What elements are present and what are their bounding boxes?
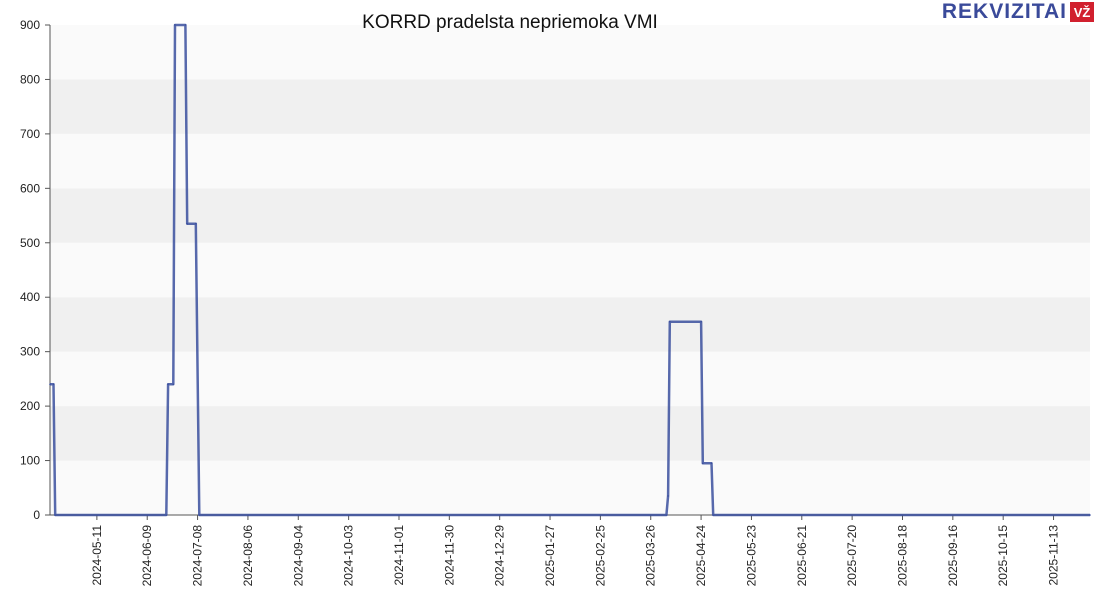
x-tick-label: 2024-10-03 [342, 525, 356, 587]
data-point [702, 462, 704, 465]
data-point [665, 514, 668, 516]
data-point [186, 222, 188, 225]
y-tick-label: 200 [20, 399, 40, 413]
x-tick-label: 2025-09-16 [946, 525, 960, 587]
x-tick-label: 2025-04-24 [694, 525, 708, 587]
y-tick-label: 800 [20, 72, 40, 86]
data-point [54, 514, 57, 516]
plot-background-bands [50, 25, 1090, 515]
chart-title: KORRD pradelsta nepriemoka VMI [362, 12, 658, 33]
grid-band [50, 406, 1090, 461]
data-point [195, 222, 197, 225]
grid-band [50, 351, 1090, 407]
grid-band [50, 79, 1090, 134]
x-tick-label: 2024-11-01 [392, 525, 406, 586]
x-axis: 2024-05-11 2024-06-09 2024-07-08 2024-08-06… [50, 514, 1090, 587]
y-tick-label: 0 [33, 508, 40, 522]
grid-band [50, 25, 1090, 80]
x-tick-label: 2024-07-08 [191, 525, 205, 587]
data-point [165, 514, 168, 516]
x-tick-label: 2024-08-06 [241, 525, 255, 587]
data-point [1089, 514, 1091, 516]
x-tick-label: 2025-11-13 [1047, 525, 1061, 586]
x-tick-label: 2025-02-25 [593, 525, 607, 587]
y-tick-label: 900 [20, 18, 40, 32]
data-point [700, 320, 702, 323]
data-point [174, 24, 176, 26]
x-tick-label: 2025-07-20 [845, 525, 859, 587]
x-tick-label: 2025-01-27 [543, 525, 557, 587]
y-tick-label: 600 [20, 181, 40, 195]
grid-band [50, 188, 1090, 243]
x-tick-label: 2025-06-21 [795, 525, 809, 587]
series-layer [49, 23, 1091, 517]
y-tick-label: 100 [20, 454, 40, 468]
y-tick-label: 300 [20, 345, 40, 359]
data-point [710, 462, 713, 465]
grid-band [50, 133, 1090, 189]
y-tick-label: 400 [20, 290, 40, 304]
x-tick-label: 2025-08-18 [895, 525, 909, 587]
logo-text: REKVIZITAI [941, 0, 1067, 23]
data-point [172, 383, 175, 386]
data-point [667, 495, 669, 497]
x-tick-label: 2024-05-11 [90, 525, 104, 586]
y-tick-label: 700 [20, 127, 40, 141]
x-tick-label: 2025-05-23 [744, 525, 758, 587]
data-point [167, 383, 169, 386]
grid-band [50, 297, 1090, 352]
data-point [669, 320, 671, 323]
data-point [49, 383, 51, 386]
grid-band [50, 242, 1090, 298]
x-tick-label: 2024-12-29 [493, 525, 507, 587]
y-axis: 0 100 200 300 400 500 600 700 800 900 [20, 18, 51, 522]
data-point [52, 383, 55, 386]
data-point [184, 24, 187, 26]
y-tick-label: 500 [20, 236, 40, 250]
x-tick-label: 2024-09-04 [291, 525, 305, 587]
brand-logo: REKVIZITAI VŽ [942, 1, 1094, 23]
x-tick-label: 2024-11-30 [442, 525, 456, 586]
x-tick-label: 2025-10-15 [996, 525, 1010, 587]
grid-band [50, 460, 1090, 515]
logo-badge: VŽ [1070, 2, 1094, 22]
x-tick-label: 2025-03-26 [644, 525, 658, 587]
data-point [712, 514, 715, 516]
x-tick-label: 2024-06-09 [140, 525, 154, 587]
data-point [198, 514, 201, 516]
